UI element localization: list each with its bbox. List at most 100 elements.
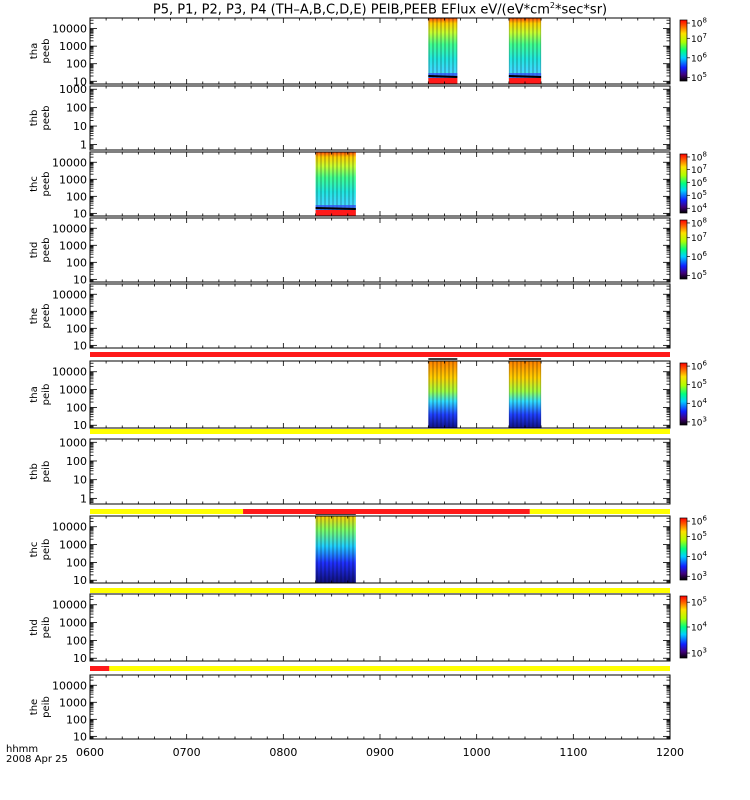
panel-label-product: peeb xyxy=(41,304,52,329)
panel-frame xyxy=(89,593,671,662)
panel-frame xyxy=(89,674,671,740)
y-tick-label: 10000 xyxy=(52,23,87,36)
colorbar-tick-label: 106 xyxy=(691,51,707,64)
colorbar-tick-label: 108 xyxy=(691,216,707,229)
colorbar xyxy=(679,219,688,280)
panel-frame xyxy=(89,360,671,429)
colorbar xyxy=(679,362,688,426)
colorbar-tick-label: 105 xyxy=(691,378,707,391)
spacecraft-potential-trace xyxy=(428,75,458,78)
colorbar-tick-label: 108 xyxy=(691,150,707,163)
colorbar-tick-label: 104 xyxy=(691,550,707,563)
colorbar-tick-label: 108 xyxy=(691,17,707,30)
panel-label-probe: tha xyxy=(29,43,40,59)
panel-frame xyxy=(89,217,671,283)
panel-label-probe: thd xyxy=(29,619,40,636)
status-bar-segment xyxy=(90,509,244,514)
status-bar-segment xyxy=(90,429,670,434)
colorbar xyxy=(679,595,688,659)
x-tick-label: 0900 xyxy=(366,746,394,759)
colorbar xyxy=(679,153,688,214)
panel-label-product: peeb xyxy=(41,172,52,197)
y-tick-label: 10 xyxy=(73,652,87,665)
colorbar-tick-label: 106 xyxy=(691,176,707,189)
y-tick-label: 100 xyxy=(66,322,87,335)
colorbar-tick-label: 103 xyxy=(691,647,707,660)
colorbar-tick-label: 105 xyxy=(691,269,707,282)
panel-label-product: peeb xyxy=(41,238,52,263)
colorbar-tick-label: 105 xyxy=(691,71,707,84)
panel-label-product: peeb xyxy=(41,106,52,131)
y-tick-label: 1000 xyxy=(59,539,87,552)
y-tick-label: 10000 xyxy=(52,366,87,379)
y-tick-label: 1000 xyxy=(59,436,87,449)
y-tick-label: 10000 xyxy=(52,156,87,169)
x-tick-label: 1200 xyxy=(656,746,684,759)
panel-label-probe: thb xyxy=(29,110,40,127)
y-tick-label: 10 xyxy=(73,207,87,220)
y-tick-label: 10 xyxy=(73,339,87,352)
y-tick-label: 100 xyxy=(66,556,87,569)
colorbar-tick-label: 107 xyxy=(691,163,707,176)
x-tick-label: 0600 xyxy=(76,746,104,759)
x-tick-label: 1000 xyxy=(463,746,491,759)
spectrogram-low-energy-band xyxy=(428,78,458,84)
spacecraft-potential-trace xyxy=(315,207,356,210)
panel-frame xyxy=(89,85,671,151)
panel-label-probe: thc xyxy=(29,542,40,558)
x-tick-label: 0700 xyxy=(173,746,201,759)
panel-frame xyxy=(89,151,671,217)
panel-frame xyxy=(89,17,671,85)
spectrogram-low-energy-band xyxy=(315,210,356,216)
colorbar-tick-label: 105 xyxy=(691,530,707,543)
colorbar-tick-label: 107 xyxy=(691,32,707,45)
date-label: 2008 Apr 25 xyxy=(6,754,68,765)
colorbar-tick-label: 103 xyxy=(691,415,707,428)
y-tick-label: 1000 xyxy=(59,696,87,709)
y-tick-label: 10 xyxy=(73,120,87,133)
colorbar-tick-label: 106 xyxy=(691,250,707,263)
panel-frame xyxy=(89,438,671,505)
y-tick-label: 10000 xyxy=(52,521,87,534)
panel-label-product: peeb xyxy=(41,39,52,64)
spectrogram-texture xyxy=(428,361,458,428)
y-tick-label: 1000 xyxy=(59,305,87,318)
y-tick-label: 100 xyxy=(66,58,87,71)
colorbar-tick-label: 105 xyxy=(691,189,707,202)
y-tick-label: 10 xyxy=(73,419,87,432)
y-tick-label: 1 xyxy=(80,492,87,505)
y-tick-label: 100 xyxy=(66,401,87,414)
panel-label-probe: the xyxy=(29,699,40,715)
y-tick-label: 100 xyxy=(66,713,87,726)
status-bar-segment xyxy=(90,588,670,593)
y-tick-label: 10000 xyxy=(52,288,87,301)
y-tick-label: 1000 xyxy=(59,40,87,53)
panel-label-product: peib xyxy=(41,539,52,561)
spectrogram-texture xyxy=(508,361,542,428)
y-tick-label: 1000 xyxy=(59,617,87,630)
y-tick-label: 100 xyxy=(66,455,87,468)
y-tick-label: 100 xyxy=(66,634,87,647)
colorbar-tick-label: 107 xyxy=(691,231,707,244)
x-tick-label: 1100 xyxy=(559,746,587,759)
chart-title: P5, P1, P2, P3, P4 (TH–A,B,C,D,E) PEIB,P… xyxy=(152,1,608,18)
y-tick-label: 10000 xyxy=(52,599,87,612)
spectrogram-texture xyxy=(315,516,356,583)
colorbar-tick-label: 106 xyxy=(691,515,707,528)
y-tick-label: 10000 xyxy=(52,222,87,235)
y-tick-label: 10 xyxy=(73,474,87,487)
colorbar xyxy=(679,517,688,581)
colorbar-tick-label: 106 xyxy=(691,360,707,373)
status-bar-segment xyxy=(109,666,671,671)
panel-label-product: peib xyxy=(41,617,52,639)
panel-label-product: peib xyxy=(41,461,52,483)
colorbar-tick-label: 103 xyxy=(691,570,707,583)
x-tick-label: 0800 xyxy=(269,746,297,759)
y-tick-label: 1000 xyxy=(59,83,87,96)
status-bar-segment xyxy=(529,509,670,514)
panel-label-product: peib xyxy=(41,384,52,406)
status-bar-segment xyxy=(90,666,110,671)
y-tick-label: 1 xyxy=(80,138,87,151)
y-tick-label: 1000 xyxy=(59,173,87,186)
